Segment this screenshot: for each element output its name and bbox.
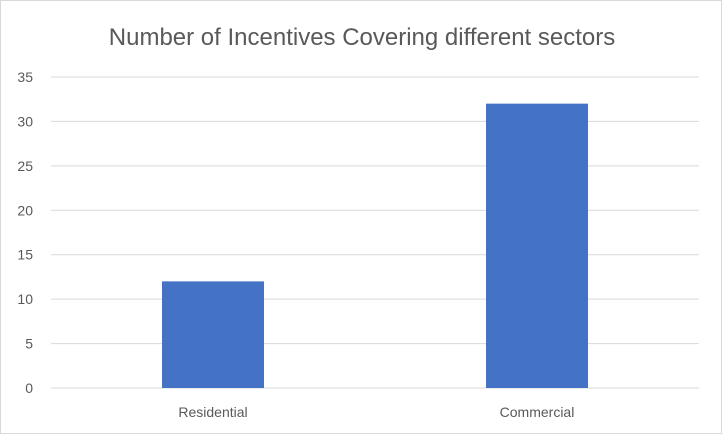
y-tick-label: 0 [25,380,33,396]
y-tick-label: 30 [17,113,33,129]
bars [162,103,588,389]
y-tick-label: 25 [17,158,33,174]
y-axis-tick-labels: 0 5 10 15 20 25 30 35 [17,69,33,396]
x-tick-label: Residential [178,404,247,420]
y-tick-label: 5 [25,336,33,352]
gridlines [51,76,699,389]
y-tick-label: 35 [17,69,33,85]
chart-title: Number of Incentives Covering different … [109,24,615,51]
y-tick-label: 20 [17,202,33,218]
x-tick-label: Commercial [500,404,575,420]
bar-residential [162,281,264,388]
y-tick-label: 15 [17,247,33,263]
bar-commercial [486,103,588,389]
y-tick-label: 10 [17,291,33,307]
x-axis-tick-labels: Residential Commercial [178,404,574,420]
